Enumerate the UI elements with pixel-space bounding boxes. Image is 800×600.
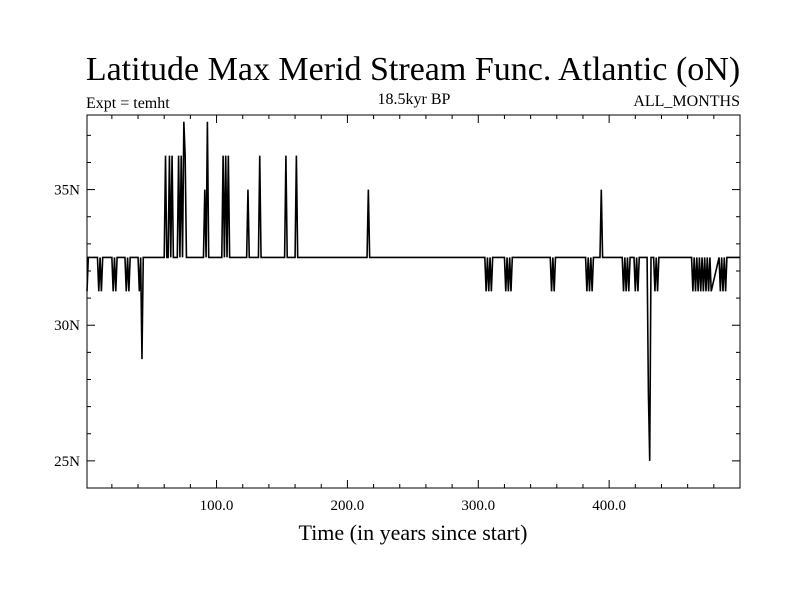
chart-subtitle-center: 18.5kyr BP bbox=[378, 91, 451, 108]
x-tick-label: 100.0 bbox=[200, 498, 234, 514]
chart-subtitle-left: Expt = temht bbox=[86, 95, 170, 112]
series-line bbox=[86, 121, 740, 461]
x-tick-label: 200.0 bbox=[331, 498, 365, 514]
x-axis-label: Time (in years since start) bbox=[299, 520, 528, 545]
x-tick-label: 400.0 bbox=[592, 498, 626, 514]
chart-subtitle-right: ALL_MONTHS bbox=[633, 93, 740, 110]
plot-frame bbox=[86, 114, 741, 489]
x-tick-label: 300.0 bbox=[461, 498, 495, 514]
y-tick-label: 35N bbox=[54, 183, 80, 199]
x-axis: 100.0 200.0 300.0 400.0 bbox=[111, 115, 715, 514]
y-tick-label: 30N bbox=[54, 318, 80, 334]
chart-title: Latitude Max Merid Stream Func. Atlantic… bbox=[86, 51, 740, 88]
y-tick-label: 25N bbox=[54, 454, 80, 470]
y-axis: 25N 30N 35N bbox=[54, 134, 740, 470]
